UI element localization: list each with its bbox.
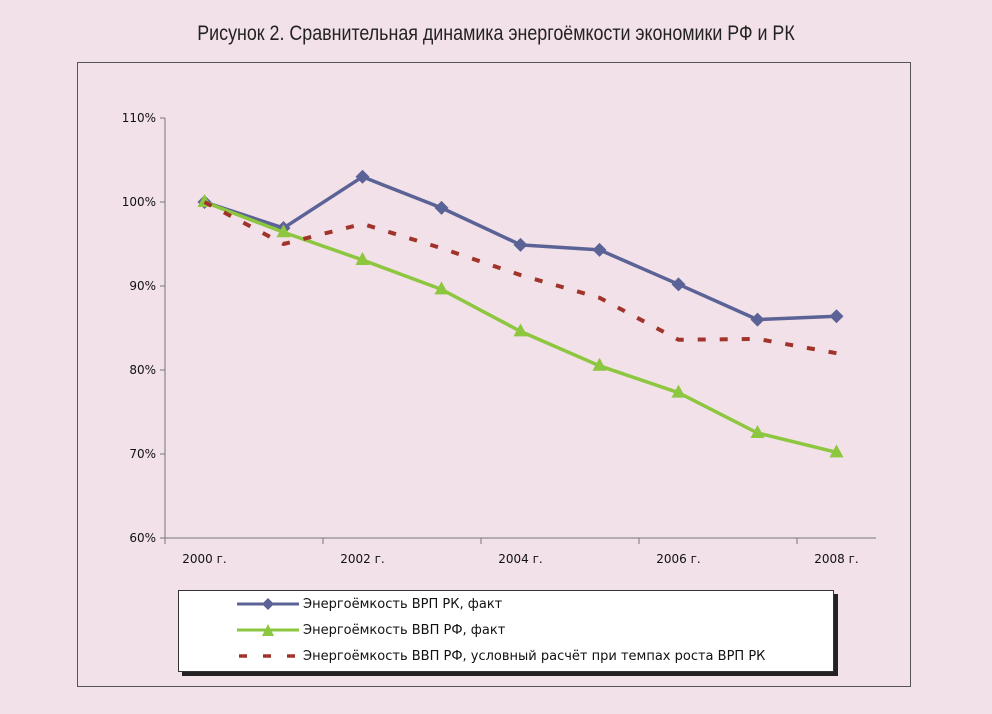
- data-point-triangle: [750, 425, 765, 438]
- x-tick-label: 2008 г.: [814, 552, 858, 566]
- legend-marker-dashed-icon: [239, 654, 297, 658]
- data-point-diamond: [829, 309, 844, 324]
- data-point-diamond: [355, 169, 370, 184]
- y-tick-label: 90%: [129, 279, 156, 293]
- data-point-triangle: [671, 384, 686, 398]
- data-point-diamond: [671, 277, 686, 292]
- x-tick-label: 2002 г.: [340, 552, 384, 566]
- legend-label: Энергоёмкость ВРП РК, факт: [303, 596, 503, 612]
- x-tick-label: 2004 г.: [498, 552, 542, 566]
- y-tick-label: 110%: [122, 111, 156, 125]
- data-point-triangle: [592, 357, 607, 371]
- y-tick-label: 70%: [129, 447, 156, 461]
- data-point-triangle: [276, 224, 291, 238]
- data-point-diamond: [750, 312, 765, 327]
- y-tick-label: 80%: [129, 363, 156, 377]
- chart-frame: [77, 62, 911, 687]
- y-tick-label: 100%: [122, 195, 156, 209]
- legend-item-rf: Энергоёмкость ВВП РФ, факт: [237, 620, 505, 640]
- series-line-2: [203, 200, 837, 356]
- y-tick-label: 60%: [129, 531, 156, 545]
- legend-marker-diamond-icon: [237, 598, 299, 610]
- data-point-diamond: [592, 242, 607, 257]
- legend-label: Энергоёмкость ВВП РФ, условный расчёт пр…: [303, 648, 766, 664]
- legend-label: Энергоёмкость ВВП РФ, факт: [303, 622, 506, 638]
- legend-marker-triangle-icon: [237, 624, 299, 636]
- data-point-triangle: [434, 281, 449, 295]
- x-tick-label: 2000 г.: [182, 552, 226, 566]
- x-tick-label: 2006 г.: [656, 552, 700, 566]
- data-point-diamond: [513, 237, 528, 252]
- legend-item-rk: Энергоёмкость ВРП РК, факт: [237, 594, 502, 614]
- data-point-triangle: [513, 323, 528, 337]
- chart-title: Рисунок 2. Сравнительная динамика энерго…: [197, 22, 795, 45]
- data-point-triangle: [829, 444, 844, 458]
- legend-item-rf-conditional: Энергоёмкость ВВП РФ, условный расчёт пр…: [237, 646, 765, 666]
- data-point-triangle: [355, 251, 370, 265]
- legend: Энергоёмкость ВРП РК, факт Энергоёмкость…: [178, 590, 834, 672]
- data-point-diamond: [434, 200, 449, 215]
